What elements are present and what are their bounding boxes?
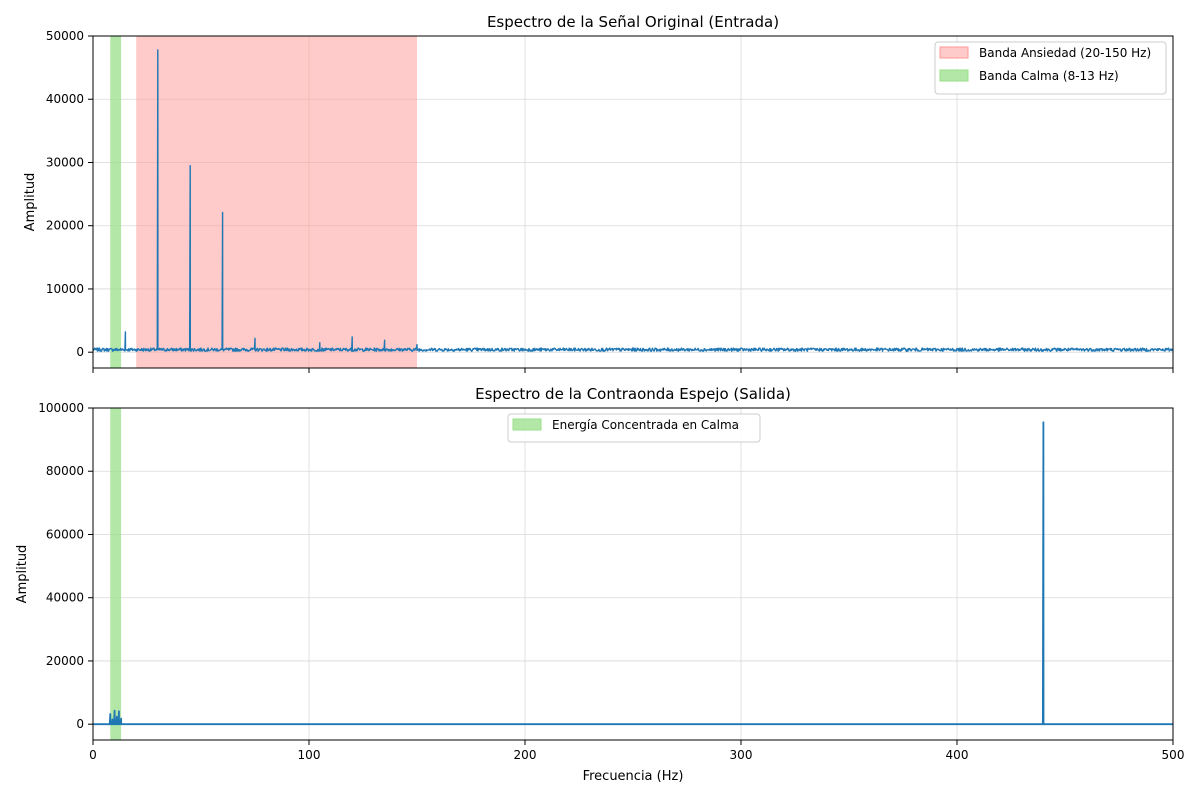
- y-tick-label: 20000: [46, 219, 84, 233]
- y-tick-label: 80000: [46, 464, 84, 478]
- axes-frame: [92, 407, 1174, 741]
- legend-swatch: [939, 46, 969, 59]
- y-tick-label: 10000: [46, 282, 84, 296]
- legend-entry: Energía Concentrada en Calma: [552, 418, 739, 432]
- chart-1: 0 10000 20000 30000 40000 50000 Espectro de la…: [23, 13, 1174, 373]
- y-tick-label: 40000: [46, 591, 84, 605]
- y-tick-label: 50000: [46, 29, 84, 43]
- x-tick-label: 0: [89, 748, 97, 762]
- band-1: [110, 408, 122, 740]
- y-tick-label: 40000: [46, 92, 84, 106]
- y-tick-label: 60000: [46, 527, 84, 541]
- y-tick-label: 100000: [38, 401, 84, 415]
- x-tick-label: 300: [730, 748, 753, 762]
- y-tick-label: 0: [76, 345, 84, 359]
- legend-swatch: [512, 418, 542, 431]
- x-tick-label: 200: [514, 748, 537, 762]
- band-2: [110, 36, 122, 368]
- axes-frame: [92, 35, 1174, 369]
- x-axis-label: Frecuencia (Hz): [583, 769, 684, 784]
- legend-swatch: [939, 69, 969, 82]
- legend-entry: Banda Calma (8-13 Hz): [979, 69, 1119, 83]
- chart-2: 0 100 200 300 400 500 0 20000 40000 60000 80000 100…: [15, 385, 1184, 784]
- legend-box: [934, 41, 1167, 95]
- chart-title: Espectro de la Señal Original (Entrada): [487, 13, 779, 31]
- band-1: [136, 36, 417, 368]
- legend-entry: Banda Ansiedad (20-150 Hz): [979, 46, 1151, 60]
- x-tick-label: 500: [1162, 748, 1185, 762]
- signal-line: [92, 421, 1174, 726]
- chart-title: Espectro de la Contraonda Espejo (Salida…: [475, 385, 791, 403]
- legend: Banda Ansiedad (20-150 Hz) Banda Calma (8…: [934, 41, 1167, 95]
- x-tick-label: 400: [946, 748, 969, 762]
- legend-box: [507, 413, 761, 443]
- y-tick-label: 0: [76, 717, 84, 731]
- y-tick-label: 30000: [46, 155, 84, 169]
- y-tick-label: 20000: [46, 654, 84, 668]
- legend: Energía Concentrada en Calma: [507, 413, 761, 443]
- y-axis-label: Amplitud: [23, 173, 38, 232]
- y-axis-label: Amplitud: [15, 545, 30, 604]
- signal-line: [92, 49, 1174, 352]
- x-tick-label: 100: [298, 748, 321, 762]
